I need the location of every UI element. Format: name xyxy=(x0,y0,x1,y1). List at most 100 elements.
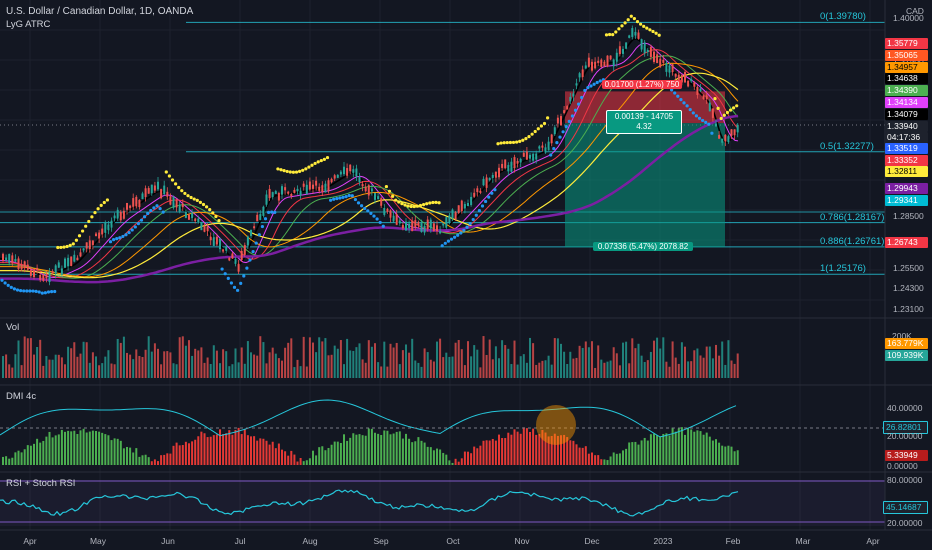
volume-bar xyxy=(575,357,578,378)
volume-bar xyxy=(705,346,708,378)
volume-bar xyxy=(724,364,727,378)
candle-body xyxy=(330,178,333,183)
sar-dot xyxy=(471,217,475,222)
rsi-axis-1: 80.00000 xyxy=(887,475,923,485)
volume-bar xyxy=(541,360,544,378)
dmi-bar xyxy=(138,456,141,465)
volume-bar xyxy=(467,341,469,378)
dmi-bar xyxy=(653,433,655,465)
candle-body xyxy=(392,215,395,222)
sar-dot xyxy=(307,165,311,169)
volume-bar xyxy=(73,342,76,378)
candle-body xyxy=(491,174,494,179)
volume-bar xyxy=(147,336,150,378)
volume-bar xyxy=(144,349,147,378)
dmi-bar xyxy=(525,428,528,465)
volume-bar xyxy=(566,363,569,378)
candle-body xyxy=(711,108,714,118)
volume-axis-top: 200K xyxy=(892,331,912,341)
sar-dot xyxy=(223,272,227,276)
candle-body xyxy=(349,164,352,172)
dmi-bar xyxy=(569,440,572,465)
sar-dot xyxy=(68,243,72,248)
candle-body xyxy=(178,204,181,212)
candle-body xyxy=(448,215,451,223)
candle-body xyxy=(721,138,724,143)
sar-dot xyxy=(87,219,91,224)
candle-body xyxy=(566,106,569,110)
dmi-bar xyxy=(290,450,293,465)
dmi-bar xyxy=(33,443,35,465)
candle-body xyxy=(699,88,702,92)
x-axis-tick: 2023 xyxy=(653,536,673,546)
candle-body xyxy=(5,257,8,261)
volume-bar xyxy=(95,356,97,378)
dmi-bar xyxy=(197,436,200,465)
candle-body xyxy=(597,60,600,63)
dmi-bar xyxy=(355,434,358,465)
dmi-bar xyxy=(64,431,66,465)
dmi-bar xyxy=(643,437,646,465)
candle-body xyxy=(14,259,17,262)
dmi-bar xyxy=(203,433,206,465)
candle-body xyxy=(631,28,634,37)
sar-dot xyxy=(155,204,159,208)
sar-dot xyxy=(133,225,137,229)
volume-bar xyxy=(184,345,187,378)
sar-dot xyxy=(46,290,51,294)
candle-body xyxy=(569,96,572,102)
candle-body xyxy=(259,214,262,220)
candle-body xyxy=(482,178,485,186)
dmi-bar xyxy=(60,429,63,465)
dmi-bar xyxy=(535,434,538,465)
candle-body xyxy=(17,258,20,270)
dmi-bar xyxy=(504,438,507,465)
dmi-bar xyxy=(250,436,252,465)
volume-bar xyxy=(684,346,686,378)
dmi-bar xyxy=(339,442,342,465)
sar-dot xyxy=(443,241,447,245)
fib-level-label: 0(1.39780) xyxy=(820,11,866,23)
candle-body xyxy=(42,274,45,281)
volume-bar xyxy=(702,357,705,378)
sar-dot xyxy=(453,235,457,239)
candle-body xyxy=(637,32,640,39)
price-candles xyxy=(2,25,739,286)
volume-bar xyxy=(525,362,528,378)
dmi-bar xyxy=(253,436,256,465)
dmi-bar xyxy=(445,454,448,465)
sar-dot xyxy=(102,200,106,205)
volume-bar xyxy=(494,346,497,378)
candle-body xyxy=(380,198,383,206)
x-axis-tick: Apr xyxy=(23,536,37,546)
volume-bar xyxy=(116,338,119,378)
sar-dot xyxy=(580,95,584,100)
candle-body xyxy=(64,258,66,268)
candle-body xyxy=(107,224,110,231)
volume-bar xyxy=(67,346,70,378)
volume-bar xyxy=(39,339,42,378)
sar-dot xyxy=(558,135,562,139)
volume-bar xyxy=(315,352,318,378)
risk-label: 0.01700 (1.27%) 750 xyxy=(602,80,682,89)
sar-dot xyxy=(335,196,339,201)
volume-bar xyxy=(646,360,649,378)
candle-body xyxy=(718,134,721,139)
sar-dot xyxy=(735,104,739,108)
candle-body xyxy=(550,134,553,144)
candle-body xyxy=(228,257,231,261)
volume-bar xyxy=(277,358,280,378)
volume-bar xyxy=(367,340,370,378)
volume-bar xyxy=(659,348,662,378)
volume-bar xyxy=(330,354,333,378)
candle-body xyxy=(684,72,686,83)
sar-dot xyxy=(564,125,568,129)
sar-dot xyxy=(409,204,413,209)
volume-bar xyxy=(668,366,671,378)
candle-body xyxy=(23,261,26,269)
dmi-bar xyxy=(262,438,265,465)
dmi-bar xyxy=(439,449,442,465)
dmi-bar xyxy=(618,453,621,465)
candle-body xyxy=(147,188,150,194)
volume-bar xyxy=(206,357,209,378)
